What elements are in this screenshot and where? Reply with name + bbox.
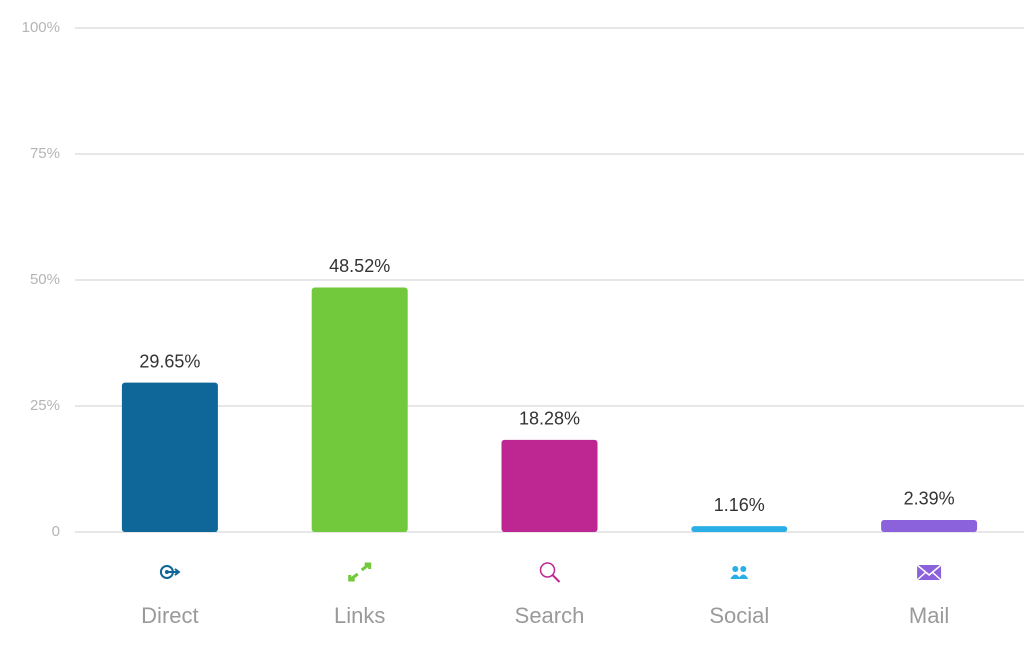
icon-part <box>551 574 561 583</box>
category-icon <box>348 562 372 582</box>
y-tick-label: 0 <box>52 523 60 540</box>
value-label: 29.65% <box>139 351 200 371</box>
bar <box>501 439 598 532</box>
icon-part <box>730 574 741 579</box>
icon-part <box>916 564 942 581</box>
x-tick-label: Mail <box>909 603 949 628</box>
icon-part <box>348 562 372 582</box>
x-tick-label: Direct <box>141 603 198 628</box>
y-tick-label: 75% <box>30 145 60 162</box>
y-tick-label: 25% <box>30 397 60 414</box>
category-icon <box>539 562 561 583</box>
category-icon <box>916 564 942 581</box>
x-tick-label: Search <box>515 603 585 628</box>
category-icon <box>159 565 181 579</box>
x-tick-label: Social <box>709 603 769 628</box>
category-icon <box>730 566 749 579</box>
icon-part <box>917 565 942 580</box>
icon-part <box>539 562 556 578</box>
icon-part <box>738 574 749 579</box>
value-label: 2.39% <box>904 489 955 509</box>
bar <box>881 519 978 532</box>
value-label: 1.16% <box>714 495 765 515</box>
icon-part <box>166 568 181 576</box>
y-tick-label: 100% <box>22 19 60 36</box>
bar <box>691 526 788 532</box>
icon-part <box>740 566 747 572</box>
y-tick-label: 50% <box>30 271 60 288</box>
value-label: 18.28% <box>519 409 580 429</box>
x-tick-label: Links <box>334 603 385 628</box>
bar <box>311 287 408 532</box>
icon-part <box>732 566 739 572</box>
value-label: 48.52% <box>329 256 390 276</box>
bar <box>121 382 218 532</box>
